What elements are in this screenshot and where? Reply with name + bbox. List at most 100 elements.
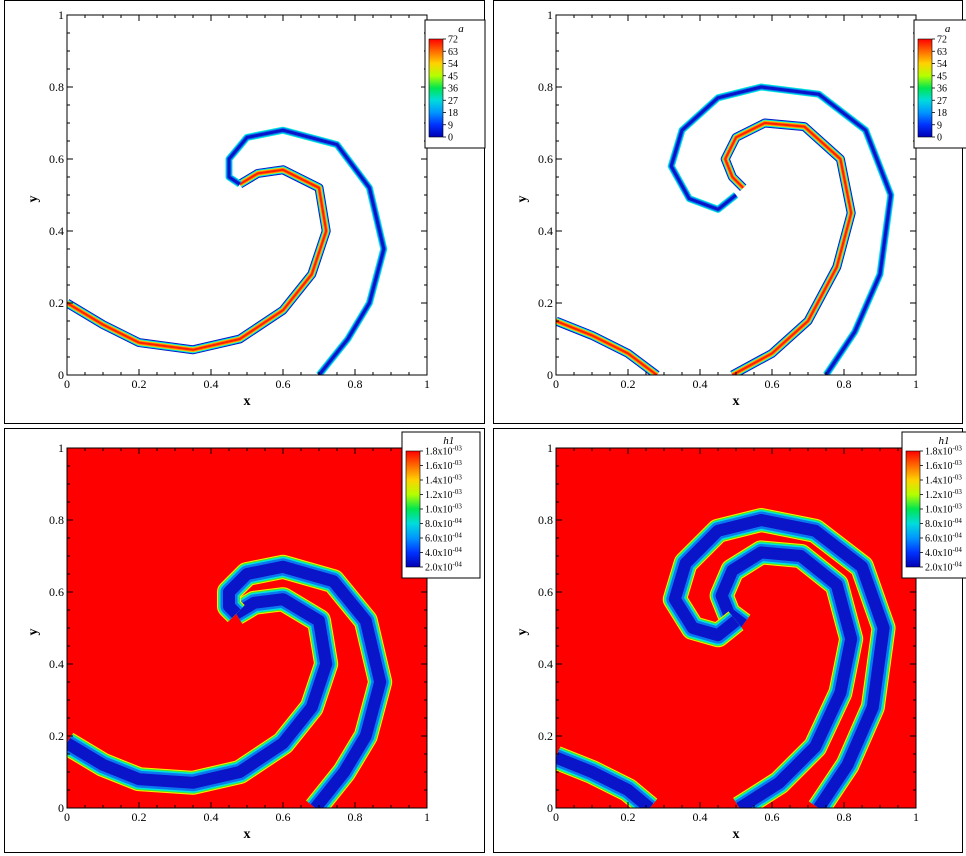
y-tick-label: 0.4 [538, 224, 553, 238]
y-tick-label: 0.8 [538, 80, 553, 94]
colorbar-label: 27 [937, 96, 947, 107]
colorbar-label: 63 [448, 47, 458, 58]
y-tick-label: 0.8 [538, 513, 553, 527]
colorbar-label: 6.0x10-04 [925, 532, 962, 545]
panel-top-left: 0 0.2 0.4 0.6 0.8 1 0 0.2 0.4 0.6 0.8 1 x y a 72 63 54 45 3… [4, 0, 486, 424]
colorbar: h11.8x10-031.6x10-03 1.4x10-031.2x10-03 1.… [901, 431, 966, 579]
inner_interface_hot-layer-4 [724, 122, 853, 375]
x-tick-label: 0 [553, 377, 559, 391]
colorbar-label: 1.2x10-03 [925, 488, 962, 501]
x-tick-label: 0.8 [837, 377, 852, 391]
colorbar-label: 1.2x10-03 [425, 488, 462, 501]
colorbar-label: 18 [937, 108, 947, 119]
colorbar-label: 1.4x10-03 [425, 474, 462, 487]
colorbar-label: 18 [448, 108, 458, 119]
x-tick-label: 0 [64, 810, 70, 824]
x-tick-label: 1 [913, 810, 919, 824]
x-tick-label: 0.6 [276, 377, 291, 391]
plot-background [67, 15, 427, 375]
colorbar-label: 1.8x10-03 [425, 445, 462, 458]
band_upper-layer-4 [223, 560, 387, 808]
y-axis-label: y [515, 629, 530, 636]
plot-area [556, 448, 916, 808]
band_inner-layer-4 [715, 546, 858, 808]
colorbar-label: 72 [937, 35, 947, 46]
x-tick-label: 0.6 [276, 810, 291, 824]
x-tick-label: 0.2 [621, 810, 636, 824]
x-tick-label: 0.8 [348, 377, 363, 391]
colorbar-label: 36 [937, 84, 947, 95]
x-axis-label: x [244, 394, 251, 409]
colorbar-label: 1.8x10-03 [925, 445, 962, 458]
panel-bottom-left: 0 0.2 0.4 0.6 0.8 1 0 0.2 0.4 0.6 0.8 1 x y h1 1.8x10-0… [4, 428, 485, 853]
colorbar-title: a [945, 23, 951, 35]
colorbar-label: 1.6x10-03 [925, 459, 962, 472]
x-tick-label: 0.4 [204, 377, 219, 391]
colorbar-title: a [458, 23, 464, 35]
colorbar: h11.8x10-031.6x10-03 1.4x10-031.2x10-03 1.… [401, 431, 481, 579]
colorbar-label: 4.0x10-04 [425, 546, 462, 559]
y-tick-label: 0.2 [49, 729, 64, 743]
y-axis-label: y [26, 629, 41, 636]
colorbar-label: 36 [448, 84, 458, 95]
colorbar-label: 72 [448, 35, 458, 46]
colorbar-label: 8.0x10-04 [425, 517, 462, 530]
y-tick-label: 1 [58, 441, 64, 455]
colorbar-label: 27 [448, 96, 458, 107]
colorbar-label: 9 [448, 120, 453, 131]
inner_interface_hot-layer-4 [67, 168, 328, 351]
x-tick-label: 1 [913, 377, 919, 391]
y-tick-label: 0.6 [49, 585, 64, 599]
y-tick-label: 0.8 [49, 80, 64, 94]
y-tick-label: 1 [58, 8, 64, 22]
x-tick-label: 0.8 [837, 810, 852, 824]
panel-top-right: 0 0.2 0.4 0.6 0.8 1 0 0.2 0.4 0.6 0.8 1 x y a 72 63 54 45 3… [493, 0, 966, 424]
x-axis-label: x [733, 394, 740, 409]
y-tick-label: 0 [58, 368, 64, 382]
left_segment_hot-layer-4 [556, 320, 658, 375]
plot-area [67, 448, 427, 808]
colorbar-gradient [905, 450, 921, 568]
colorbar-label: 1.4x10-03 [925, 474, 962, 487]
y-tick-label: 0.6 [538, 585, 553, 599]
colorbar-label: 54 [448, 59, 458, 70]
y-tick-label: 0 [58, 801, 64, 815]
colorbar-gradient [405, 450, 421, 568]
colorbar-label: 4.0x10-04 [925, 546, 962, 559]
x-tick-label: 0.2 [132, 377, 147, 391]
x-tick-label: 0.4 [204, 810, 219, 824]
colorbar-label: 1.0x10-03 [425, 503, 462, 516]
x-tick-label: 0.2 [132, 810, 147, 824]
colorbar-label: 9 [937, 120, 942, 131]
colorbar-label: 1.0x10-03 [925, 503, 962, 516]
x-tick-label: 0.4 [693, 810, 708, 824]
band_outer-layer-4 [668, 514, 890, 808]
x-tick-label: 0.2 [621, 377, 636, 391]
colorbar-label: 6.0x10-04 [425, 532, 462, 545]
x-tick-label: 0 [64, 377, 70, 391]
colorbar-gradient [917, 38, 933, 138]
y-tick-label: 0.6 [49, 152, 64, 166]
x-axis-label: x [244, 827, 251, 842]
panel-bottom-right: 0 0.2 0.4 0.6 0.8 1 0 0.2 0.4 0.6 0.8 1 x y h1 1.8x10-0… [493, 428, 966, 853]
colorbar-label: 45 [937, 71, 947, 82]
y-tick-label: 1 [547, 441, 553, 455]
y-tick-label: 0.2 [49, 296, 64, 310]
colorbar-title: h1 [939, 435, 950, 447]
outer_interface_cold-layer-2 [669, 85, 893, 375]
colorbar-label: 45 [448, 71, 458, 82]
x-tick-label: 1 [424, 377, 430, 391]
x-tick-label: 0.6 [765, 810, 780, 824]
colorbar-label: 54 [937, 59, 947, 70]
y-axis-label: y [515, 196, 530, 203]
colorbar-title: h1 [443, 435, 454, 447]
colorbar-label: 1.6x10-03 [425, 459, 462, 472]
x-tick-label: 0.4 [693, 377, 708, 391]
x-axis-label: x [733, 827, 740, 842]
plot-area [556, 15, 916, 375]
x-tick-label: 1 [424, 810, 430, 824]
colorbar-label: 0 [448, 133, 453, 144]
